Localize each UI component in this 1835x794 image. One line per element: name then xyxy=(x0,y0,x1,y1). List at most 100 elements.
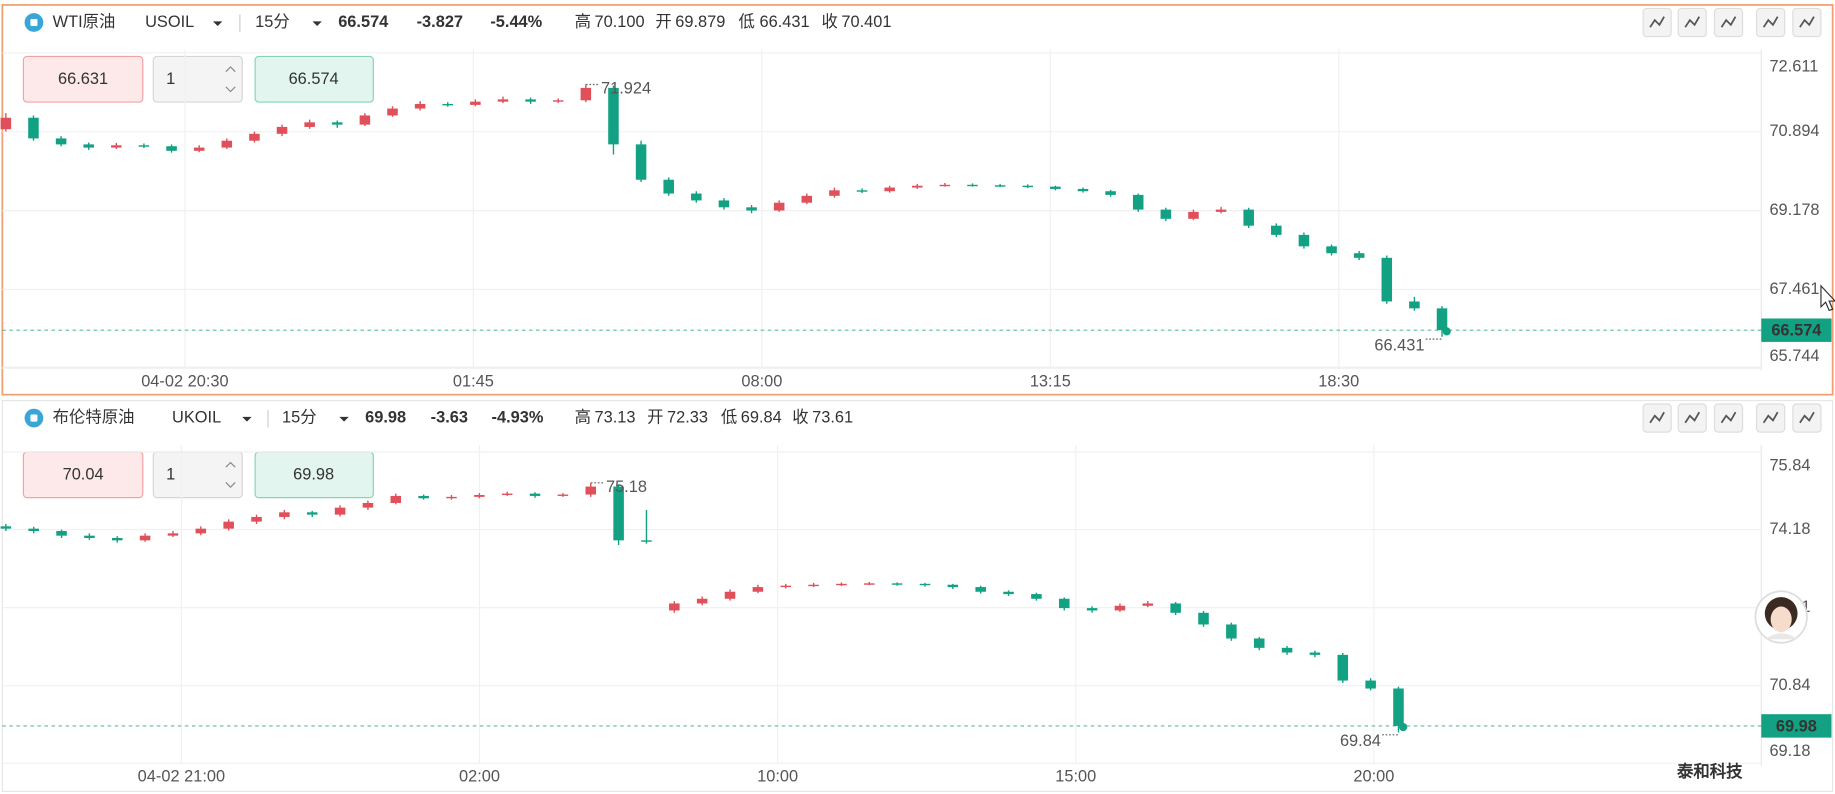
candle-body xyxy=(1058,598,1070,609)
dropdown-caret[interactable] xyxy=(242,416,252,422)
candle-body xyxy=(55,138,67,145)
candles xyxy=(0,84,1448,337)
candle-body xyxy=(1226,624,1237,639)
candle-body xyxy=(552,100,564,102)
candle-body xyxy=(773,202,785,211)
toolbar-icon xyxy=(1649,16,1665,28)
toolbar-icon xyxy=(1799,16,1815,28)
header-open: 69.879 xyxy=(675,13,725,31)
candle-body xyxy=(334,507,346,515)
candle-body xyxy=(884,187,895,192)
candle-body xyxy=(967,184,978,187)
candle-body xyxy=(1031,594,1042,599)
x-tick-label: 15:00 xyxy=(1055,768,1096,786)
candle-body xyxy=(780,585,791,588)
spinner[interactable] xyxy=(225,461,236,488)
y-tick-label: 74.18 xyxy=(1769,520,1810,538)
toolbar-icon xyxy=(1684,16,1701,28)
avatar-face xyxy=(1770,606,1792,633)
candle-body xyxy=(1198,612,1209,625)
header-change: -3.63 xyxy=(431,408,468,426)
header-name: 布伦特原油 xyxy=(53,408,135,426)
candle-body xyxy=(808,584,819,587)
candle-body xyxy=(975,587,986,592)
toolbar-icon xyxy=(1684,411,1701,424)
candle-body xyxy=(752,587,764,592)
candle-body xyxy=(1188,211,1199,219)
candle-body xyxy=(56,530,67,536)
candle-body xyxy=(193,147,205,151)
header-price: 69.98 xyxy=(365,408,406,426)
candle-body xyxy=(691,193,702,201)
high-label: 75.18 xyxy=(606,478,647,496)
candle-body xyxy=(557,494,569,496)
buy-price: 69.98 xyxy=(293,466,334,484)
x-tick-label: 02:00 xyxy=(459,768,500,786)
candle-body xyxy=(1003,591,1014,595)
header-low-label: 低 xyxy=(721,408,737,426)
header-symbol[interactable]: USOIL xyxy=(145,13,194,31)
candle-body xyxy=(911,185,923,188)
candle-body xyxy=(1086,608,1098,611)
quantity: 1 xyxy=(166,70,175,88)
header-interval[interactable]: 15分 xyxy=(255,13,290,31)
dropdown-caret[interactable] xyxy=(312,21,322,27)
candle-body xyxy=(864,583,875,585)
header-change-pct: -5.44% xyxy=(490,13,542,31)
header-open-label: 开 xyxy=(655,13,671,31)
header-low: 66.431 xyxy=(760,13,810,31)
quantity-input[interactable] xyxy=(152,55,243,103)
x-tick-label: 18:30 xyxy=(1318,373,1359,391)
candle-body xyxy=(306,512,318,515)
header-change-pct: -4.93% xyxy=(492,408,544,426)
toolbar-icon xyxy=(1762,16,1779,28)
header-open-label: 开 xyxy=(647,408,663,426)
candle-body xyxy=(332,122,343,125)
candle-body xyxy=(279,512,290,517)
spinner[interactable] xyxy=(225,66,236,93)
y-tick-label: 72.611 xyxy=(1769,57,1818,75)
candle-body xyxy=(891,583,903,585)
buy-button[interactable] xyxy=(254,55,374,103)
candle-body xyxy=(1160,209,1172,219)
candle-body xyxy=(28,528,39,531)
header-interval[interactable]: 15分 xyxy=(282,408,317,426)
dropdown-caret[interactable] xyxy=(339,416,349,422)
candle-body xyxy=(994,185,1006,187)
header-change: -3.827 xyxy=(417,13,463,31)
candle-body xyxy=(1337,654,1349,681)
candle-body xyxy=(83,144,94,148)
candle-body xyxy=(1309,652,1321,655)
header-symbol[interactable]: UKOIL xyxy=(172,408,221,426)
candle-body xyxy=(1353,253,1365,258)
candle-body xyxy=(1253,638,1265,648)
candles xyxy=(0,482,1404,733)
candle-body xyxy=(663,179,674,194)
last-price-label: 69.98 xyxy=(1776,717,1817,735)
header-price: 66.574 xyxy=(338,13,389,31)
candle-body xyxy=(474,495,485,497)
candle-body xyxy=(0,117,12,130)
candle-body xyxy=(1170,603,1181,613)
candle-body xyxy=(387,108,398,116)
candle-body xyxy=(276,126,288,134)
low-label: 69.84 xyxy=(1340,732,1381,750)
dropdown-caret[interactable] xyxy=(212,21,223,27)
quantity: 1 xyxy=(166,466,175,484)
candle-body xyxy=(28,117,39,139)
candle-body xyxy=(139,535,151,541)
candle-body xyxy=(418,495,429,499)
candle-body xyxy=(635,144,647,180)
candle-body xyxy=(1022,185,1034,188)
candle-body xyxy=(501,493,513,496)
last-price-label: 66.574 xyxy=(1771,322,1822,340)
header-low: 69.84 xyxy=(741,408,782,426)
sell-price: 70.04 xyxy=(63,466,104,484)
logo-inner xyxy=(30,414,38,422)
sell-button[interactable] xyxy=(22,55,144,103)
candle-body xyxy=(223,521,234,529)
candle-body xyxy=(84,535,95,539)
last-price-dot xyxy=(1399,722,1408,732)
header-low-label: 低 xyxy=(738,13,754,31)
candle-body xyxy=(608,87,619,145)
